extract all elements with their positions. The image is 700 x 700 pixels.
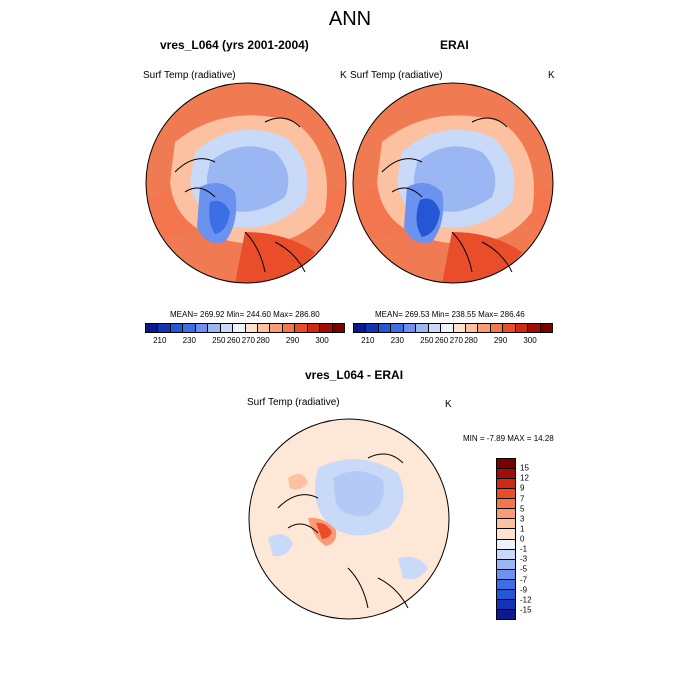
colorbar-model-tick-label: 250 [212, 336, 226, 345]
colorbar-obs-tick-label: 250 [420, 336, 434, 345]
colorbar-diff-tick-label: 3 [520, 514, 525, 524]
colorbar-diff-swatch [497, 549, 515, 560]
colorbar-diff-swatch [497, 519, 515, 530]
colorbar-diff-tick-label: 15 [520, 463, 529, 473]
colorbar-diff-swatch [497, 539, 515, 550]
colorbar-diff-swatch [497, 599, 515, 610]
colorbar-model-swatch [332, 324, 344, 332]
colorbar-obs-swatch [515, 324, 529, 332]
colorbar-model [145, 323, 345, 333]
colorbar-diff-tick-label: -15 [520, 605, 532, 615]
colorbar-diff-tick-label: 1 [520, 524, 525, 534]
colorbar-obs-swatch [503, 324, 516, 332]
colorbar-model-swatch [270, 324, 283, 332]
colorbar-model-swatch [208, 324, 221, 332]
colorbar-diff-tick-label: -5 [520, 564, 528, 574]
colorbar-diff-swatch [497, 589, 515, 600]
colorbar-model-swatch [307, 324, 321, 332]
colorbar-model-tick-label: 260 [226, 336, 241, 345]
colorbar-diff-tick-label: 5 [520, 504, 525, 514]
colorbar-obs-tick-label: 260 [434, 336, 449, 345]
colorbar-obs-tick-label: 210 [361, 336, 375, 345]
colorbar-diff-tick-label: -3 [520, 554, 528, 564]
colorbar-diff-swatch [497, 459, 515, 470]
stats-obs: MEAN= 269.53 Min= 238.55 Max= 286.46 [375, 310, 525, 319]
colorbar-obs-swatch [354, 324, 367, 332]
colorbar-diff-tick-label: -12 [520, 595, 532, 605]
colorbar-obs-swatch [403, 324, 417, 332]
colorbar-model-swatch [233, 324, 246, 332]
polar-map-model [145, 82, 347, 284]
colorbar-model-tick-label: 290 [285, 336, 300, 345]
panel-title-diff: vres_L064 - ERAI [305, 368, 404, 382]
colorbar-diff-tick-label: 9 [520, 483, 525, 493]
colorbar-model-swatch [158, 324, 171, 332]
colorbar-diff-swatch [497, 569, 515, 580]
colorbar-diff [496, 458, 516, 620]
variable-label-diff: Surf Temp (radiative) [247, 397, 340, 408]
colorbar-obs-swatch [416, 324, 429, 332]
colorbar-diff-tick-label: -7 [520, 575, 528, 584]
colorbar-model-tick-label: 300 [315, 336, 329, 345]
colorbar-model-swatch [146, 324, 159, 332]
colorbar-model-tick-label: 280 [256, 336, 270, 345]
colorbar-obs-swatch [378, 324, 392, 332]
polar-map-obs [352, 82, 554, 284]
colorbar-model-swatch [220, 324, 234, 332]
colorbar-obs-swatch [478, 324, 491, 332]
colorbar-diff-swatch [497, 469, 515, 480]
colorbar-diff-swatch [497, 509, 515, 520]
colorbar-model-tick-label: 270 [241, 336, 255, 345]
colorbar-diff-tick-label: 7 [520, 494, 525, 503]
panel-title-obs: ERAI [440, 38, 469, 52]
colorbar-obs-tick-label: 270 [449, 336, 463, 345]
colorbar-diff-tick-label: 12 [520, 473, 529, 483]
units-label-obs: K [548, 70, 555, 81]
panel-title-model: vres_L064 (yrs 2001-2004) [160, 38, 309, 52]
colorbar-obs-swatch [366, 324, 379, 332]
colorbar-obs-swatch [453, 324, 466, 332]
colorbar-obs-swatch [490, 324, 504, 332]
colorbar-model-swatch [257, 324, 271, 332]
colorbar-obs-tick-label: 230 [390, 336, 404, 345]
colorbar-diff-ticks: 15 12 9 7 5 3 1 0 -1 -3 -5 -7 -9 -12 -15 [520, 458, 550, 620]
colorbar-diff-tick-label: 0 [520, 534, 525, 544]
colorbar-model-swatch [245, 324, 258, 332]
colorbar-diff-swatch [497, 479, 515, 490]
colorbar-diff-tick-label: -1 [520, 544, 528, 554]
colorbar-diff-tick-label: -9 [520, 585, 528, 595]
colorbar-diff-swatch [497, 489, 515, 500]
colorbar-obs-swatch [465, 324, 479, 332]
colorbar-diff-swatch [497, 579, 515, 590]
colorbar-diff-swatch [497, 609, 515, 619]
colorbar-obs-tick-label: 300 [523, 336, 537, 345]
stats-diff: MIN = -7.89 MAX = 14.28 [463, 434, 554, 443]
colorbar-model-swatch [170, 324, 184, 332]
colorbar-diff-swatch [497, 499, 515, 510]
figure-title: ANN [328, 8, 372, 30]
colorbar-diff-swatch [497, 529, 515, 540]
colorbar-model-swatch [282, 324, 296, 332]
variable-label-obs: Surf Temp (radiative) [350, 70, 443, 81]
colorbar-obs-swatch [540, 324, 552, 332]
colorbar-model-swatch [195, 324, 209, 332]
colorbar-obs-swatch [528, 324, 541, 332]
colorbar-model-swatch [320, 324, 333, 332]
variable-label-model: Surf Temp (radiative) [143, 70, 236, 81]
colorbar-model-tick-label: 230 [182, 336, 196, 345]
units-label-diff: K [445, 399, 452, 410]
polar-map-diff [248, 418, 450, 620]
colorbar-model-swatch [295, 324, 308, 332]
colorbar-obs-tick-label: 280 [464, 336, 478, 345]
colorbar-obs-swatch [428, 324, 442, 332]
colorbar-obs-swatch [391, 324, 404, 332]
colorbar-model-tick-label: 210 [153, 336, 167, 345]
colorbar-obs [353, 323, 553, 333]
stats-model: MEAN= 269.92 Min= 244.60 Max= 286.80 [170, 310, 320, 319]
colorbar-obs-tick-label: 290 [493, 336, 508, 345]
colorbar-diff-swatch [497, 559, 515, 570]
colorbar-obs-swatch [441, 324, 454, 332]
colorbar-model-swatch [183, 324, 196, 332]
units-label-model: K [340, 70, 347, 81]
